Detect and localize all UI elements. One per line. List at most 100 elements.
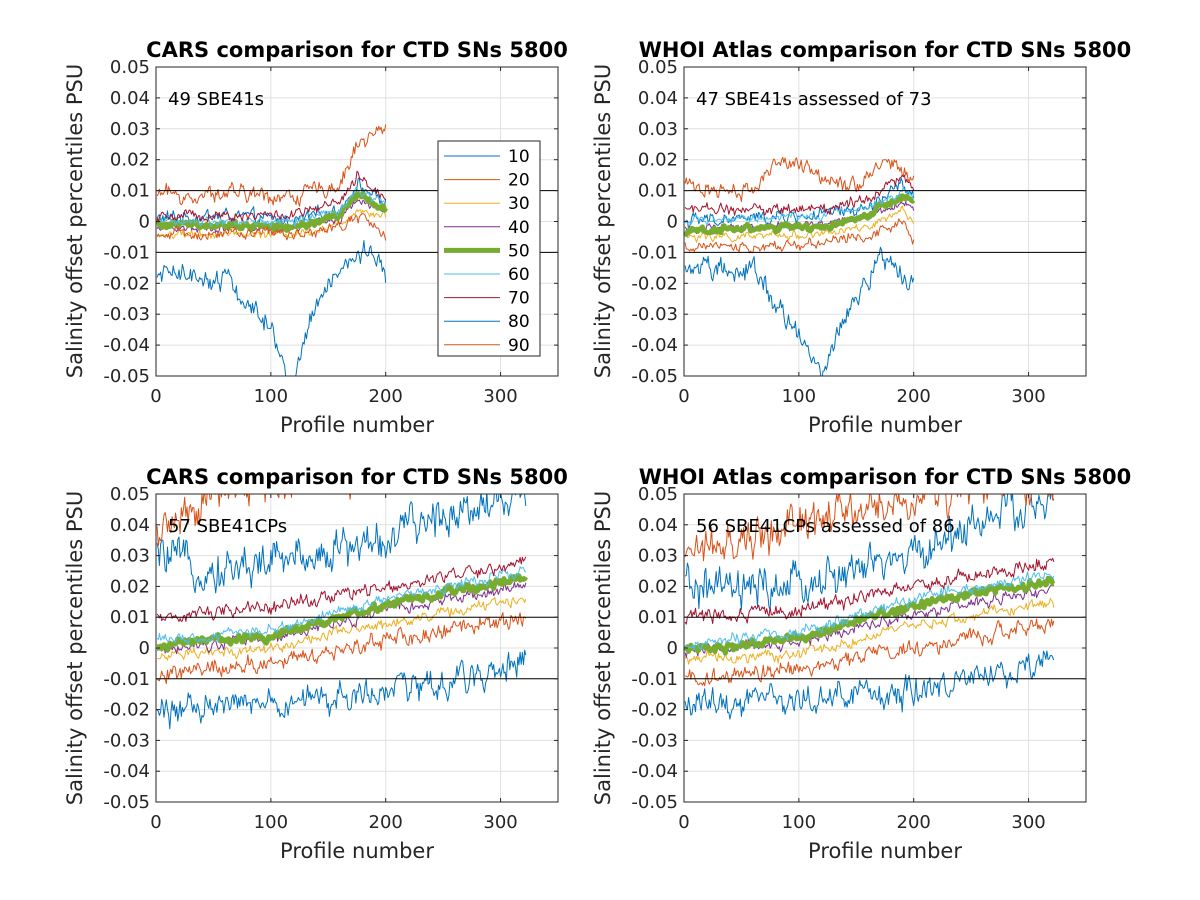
series-line-20th-percentile <box>156 494 352 547</box>
series-line-60th-percentile <box>157 186 386 227</box>
y-tick-label: -0.05 <box>631 366 678 387</box>
y-tick-label: 0.04 <box>110 88 150 109</box>
chart-title: CARS comparison for CTD SNs 5800 <box>146 465 568 489</box>
chart-title: WHOI Atlas comparison for CTD SNs 5800 <box>639 465 1132 489</box>
y-tick-label: 0 <box>667 638 678 659</box>
series-line-80th-percentile <box>156 240 387 376</box>
series-group <box>684 494 1056 720</box>
series-line-90th-percentile <box>684 218 915 254</box>
series-group <box>156 494 528 730</box>
y-tick-label: -0.03 <box>631 304 678 325</box>
x-tick-label: 200 <box>897 812 931 833</box>
legend-label: 50 <box>508 241 530 261</box>
chart-title: CARS comparison for CTD SNs 5800 <box>146 38 568 62</box>
x-tick-label: 100 <box>782 812 816 833</box>
series-line-30th-percentile <box>156 596 527 661</box>
y-tick-label: 0.03 <box>638 546 678 567</box>
y-tick-label: 0.03 <box>110 546 150 567</box>
y-tick-label: -0.01 <box>631 669 678 690</box>
x-tick-label: 300 <box>483 812 517 833</box>
y-tick-label: -0.01 <box>103 242 150 263</box>
series-line-60th-percentile <box>684 186 915 226</box>
legend-label: 20 <box>508 171 530 191</box>
series-line-90th-percentile <box>156 612 527 685</box>
x-tick-label: 300 <box>483 386 517 407</box>
series-line-10th-percentile <box>684 494 1055 611</box>
x-tick-label: 200 <box>369 812 403 833</box>
x-tick-label: 0 <box>678 386 689 407</box>
chart-panel-whoi-sbe41cp: WHOI Atlas comparison for CTD SNs 5800 5… <box>591 465 1132 863</box>
series-line-80th-percentile <box>156 649 527 730</box>
x-tick-label: 300 <box>1011 386 1045 407</box>
y-tick-label: 0.05 <box>110 484 150 505</box>
series-line-80th-percentile <box>684 650 1055 720</box>
x-tick-label: 100 <box>782 386 816 407</box>
y-tick-label: 0.04 <box>638 88 678 109</box>
series-line-50th-percentile <box>156 573 528 653</box>
series-line-70th-percentile <box>156 556 527 622</box>
y-tick-label: -0.05 <box>103 366 150 387</box>
series-group <box>156 124 388 376</box>
series-line-80th-percentile <box>684 246 915 376</box>
y-tick-label: 0 <box>139 212 150 233</box>
y-tick-label: -0.03 <box>103 730 150 751</box>
series-line-30th-percentile <box>684 597 1055 665</box>
chart-annotation: 57 SBE41CPs <box>168 516 287 537</box>
y-tick-label: -0.04 <box>103 761 150 782</box>
chart-annotation: 47 SBE41s assessed of 73 <box>696 89 932 110</box>
x-tick-label: 0 <box>150 812 161 833</box>
series-line-60th-percentile <box>684 571 1055 651</box>
series-line-90th-percentile <box>685 618 1055 687</box>
series-line-70th-percentile <box>684 557 1055 625</box>
series-line-50th-percentile <box>684 193 916 237</box>
x-axis-label: Profile number <box>280 413 434 437</box>
series-line-20th-percentile <box>684 494 1054 562</box>
series-line-90th-percentile <box>156 213 387 241</box>
y-axis-label: Salinity offset percentiles PSU <box>63 64 87 378</box>
x-tick-label: 100 <box>254 812 288 833</box>
y-tick-label: -0.01 <box>103 669 150 690</box>
chart-panel-whoi-sbe41: WHOI Atlas comparison for CTD SNs 5800 4… <box>591 38 1131 437</box>
y-tick-label: 0.05 <box>110 57 150 78</box>
y-tick-label: -0.03 <box>103 304 150 325</box>
legend-label: 80 <box>508 312 530 332</box>
legend: 10 20 30 40 50 60 70 80 90 <box>437 140 541 357</box>
legend-label: 60 <box>508 265 530 285</box>
series-line-20th-percentile <box>156 124 387 207</box>
series-line-70th-percentile <box>156 170 387 223</box>
x-axis-label: Profile number <box>808 839 962 863</box>
y-tick-label: -0.05 <box>631 792 678 813</box>
chart-title: WHOI Atlas comparison for CTD SNs 5800 <box>639 38 1132 62</box>
y-tick-label: 0.01 <box>638 181 678 202</box>
y-tick-label: 0 <box>667 212 678 233</box>
y-tick-label: -0.05 <box>103 792 150 813</box>
series-line-60th-percentile <box>156 566 527 645</box>
series-line-20th-percentile <box>684 156 915 202</box>
y-tick-label: 0.01 <box>638 607 678 628</box>
y-tick-label: 0.05 <box>638 57 678 78</box>
y-tick-label: 0.01 <box>110 607 150 628</box>
y-tick-label: -0.02 <box>103 700 150 721</box>
y-tick-label: 0.02 <box>110 576 150 597</box>
chart-annotation: 56 SBE41CPs assessed of 86 <box>696 516 955 537</box>
y-tick-label: 0 <box>139 638 150 659</box>
y-tick-label: -0.03 <box>631 730 678 751</box>
y-tick-label: 0.04 <box>110 515 150 536</box>
x-tick-label: 100 <box>254 386 288 407</box>
y-axis-label: Salinity offset percentiles PSU <box>591 491 615 805</box>
y-axis-label: Salinity offset percentiles PSU <box>63 491 87 805</box>
y-tick-label: 0.01 <box>110 181 150 202</box>
series-line-30th-percentile <box>684 205 915 243</box>
legend-label: 70 <box>508 289 530 309</box>
legend-label: 30 <box>508 194 530 214</box>
series-line-50th-percentile <box>684 575 1056 656</box>
x-tick-label: 200 <box>369 386 403 407</box>
legend-label: 90 <box>508 336 530 356</box>
y-tick-label: 0.02 <box>638 576 678 597</box>
series-line-70th-percentile <box>684 174 915 216</box>
series-group <box>684 156 916 376</box>
legend-label: 40 <box>508 218 530 238</box>
y-axis-label: Salinity offset percentiles PSU <box>591 64 615 378</box>
y-tick-label: -0.01 <box>631 242 678 263</box>
